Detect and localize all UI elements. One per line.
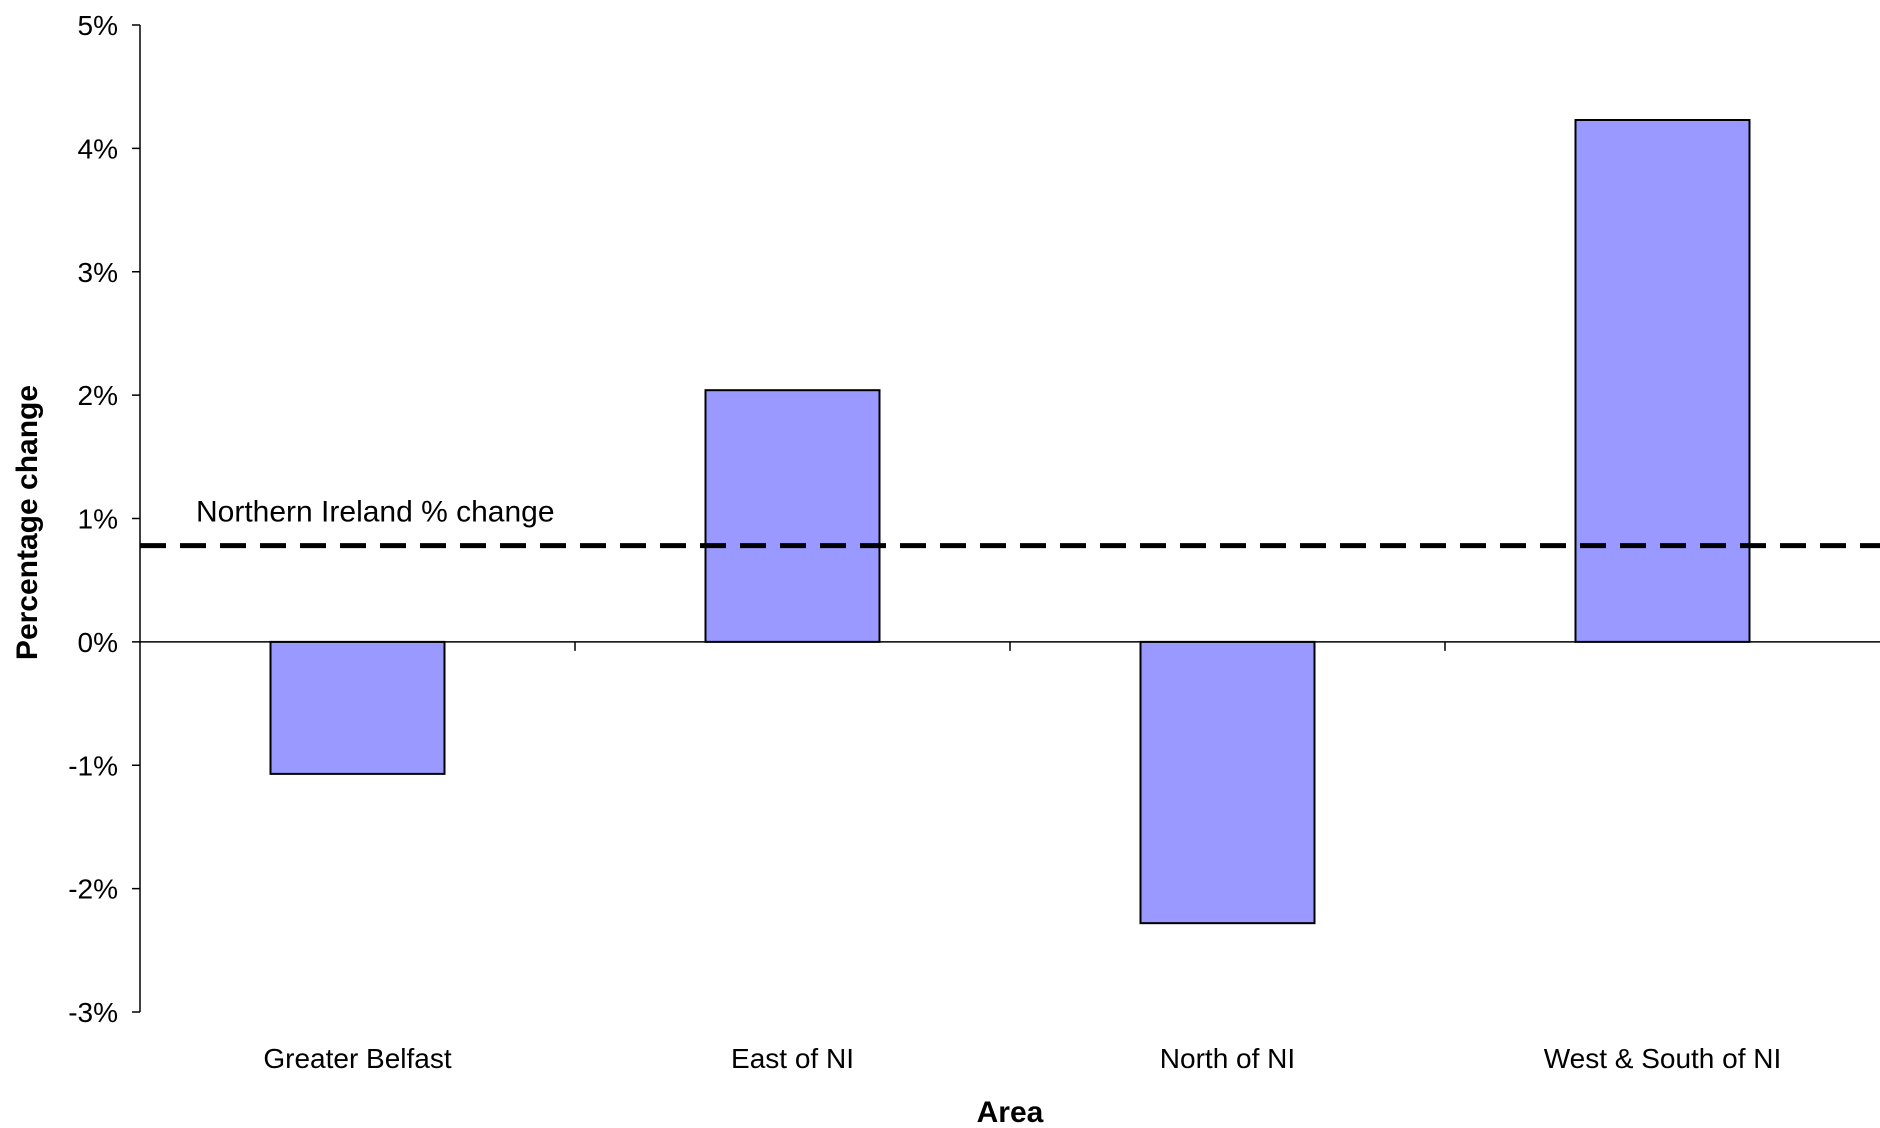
x-tick-label: West & South of NI: [1544, 1043, 1782, 1074]
y-tick-label: 5%: [78, 10, 118, 41]
x-tick-label: North of NI: [1160, 1043, 1295, 1074]
x-axis-title: Area: [977, 1096, 1044, 1128]
y-tick-label: -1%: [68, 750, 118, 781]
x-axis-ticks: [574, 641, 1446, 651]
x-tick-label: Greater Belfast: [263, 1043, 452, 1074]
y-tick-label: -2%: [68, 874, 118, 905]
x-axis-labels: Greater Belfast East of NI North of NI West…: [263, 1043, 1781, 1074]
bar-west-south-of-ni: [1574, 118, 1751, 643]
bar-east-of-ni: [704, 389, 881, 643]
y-axis-title: Percentage change: [11, 385, 44, 660]
y-tick-label: 2%: [78, 380, 118, 411]
bar-greater-belfast: [269, 640, 446, 775]
y-tick-label: 3%: [78, 257, 118, 288]
y-tick-label: 1%: [78, 504, 118, 535]
y-tick-label: 4%: [78, 133, 118, 164]
bar-north-of-ni: [1139, 640, 1316, 925]
y-axis-ticks: 5% 4% 3% 2% 1% 0% -1% -2% -3%: [68, 10, 140, 1028]
bars: [269, 118, 1751, 925]
reference-line-label: Northern Ireland % change: [196, 496, 555, 529]
x-tick-label: East of NI: [731, 1043, 854, 1074]
y-tick-label: -3%: [68, 997, 118, 1028]
y-tick-label: 0%: [78, 627, 118, 658]
